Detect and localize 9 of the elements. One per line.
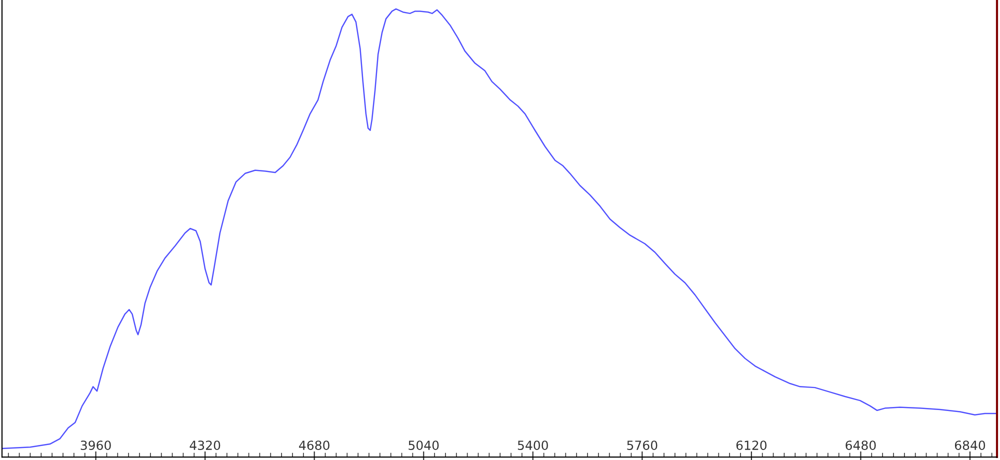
x-tick-label: 6840 [954, 440, 986, 450]
x-tick-label: 6120 [736, 440, 767, 450]
x-tick-label: 4320 [190, 440, 220, 450]
x-tick-label: 5760 [627, 440, 658, 450]
x-tick-label: 4680 [299, 440, 330, 450]
x-tick-label: 5400 [518, 440, 548, 450]
x-tick-label: 3960 [80, 440, 111, 450]
x-tick-label: 5040 [408, 440, 439, 450]
x-tick-label: 6480 [846, 440, 876, 450]
